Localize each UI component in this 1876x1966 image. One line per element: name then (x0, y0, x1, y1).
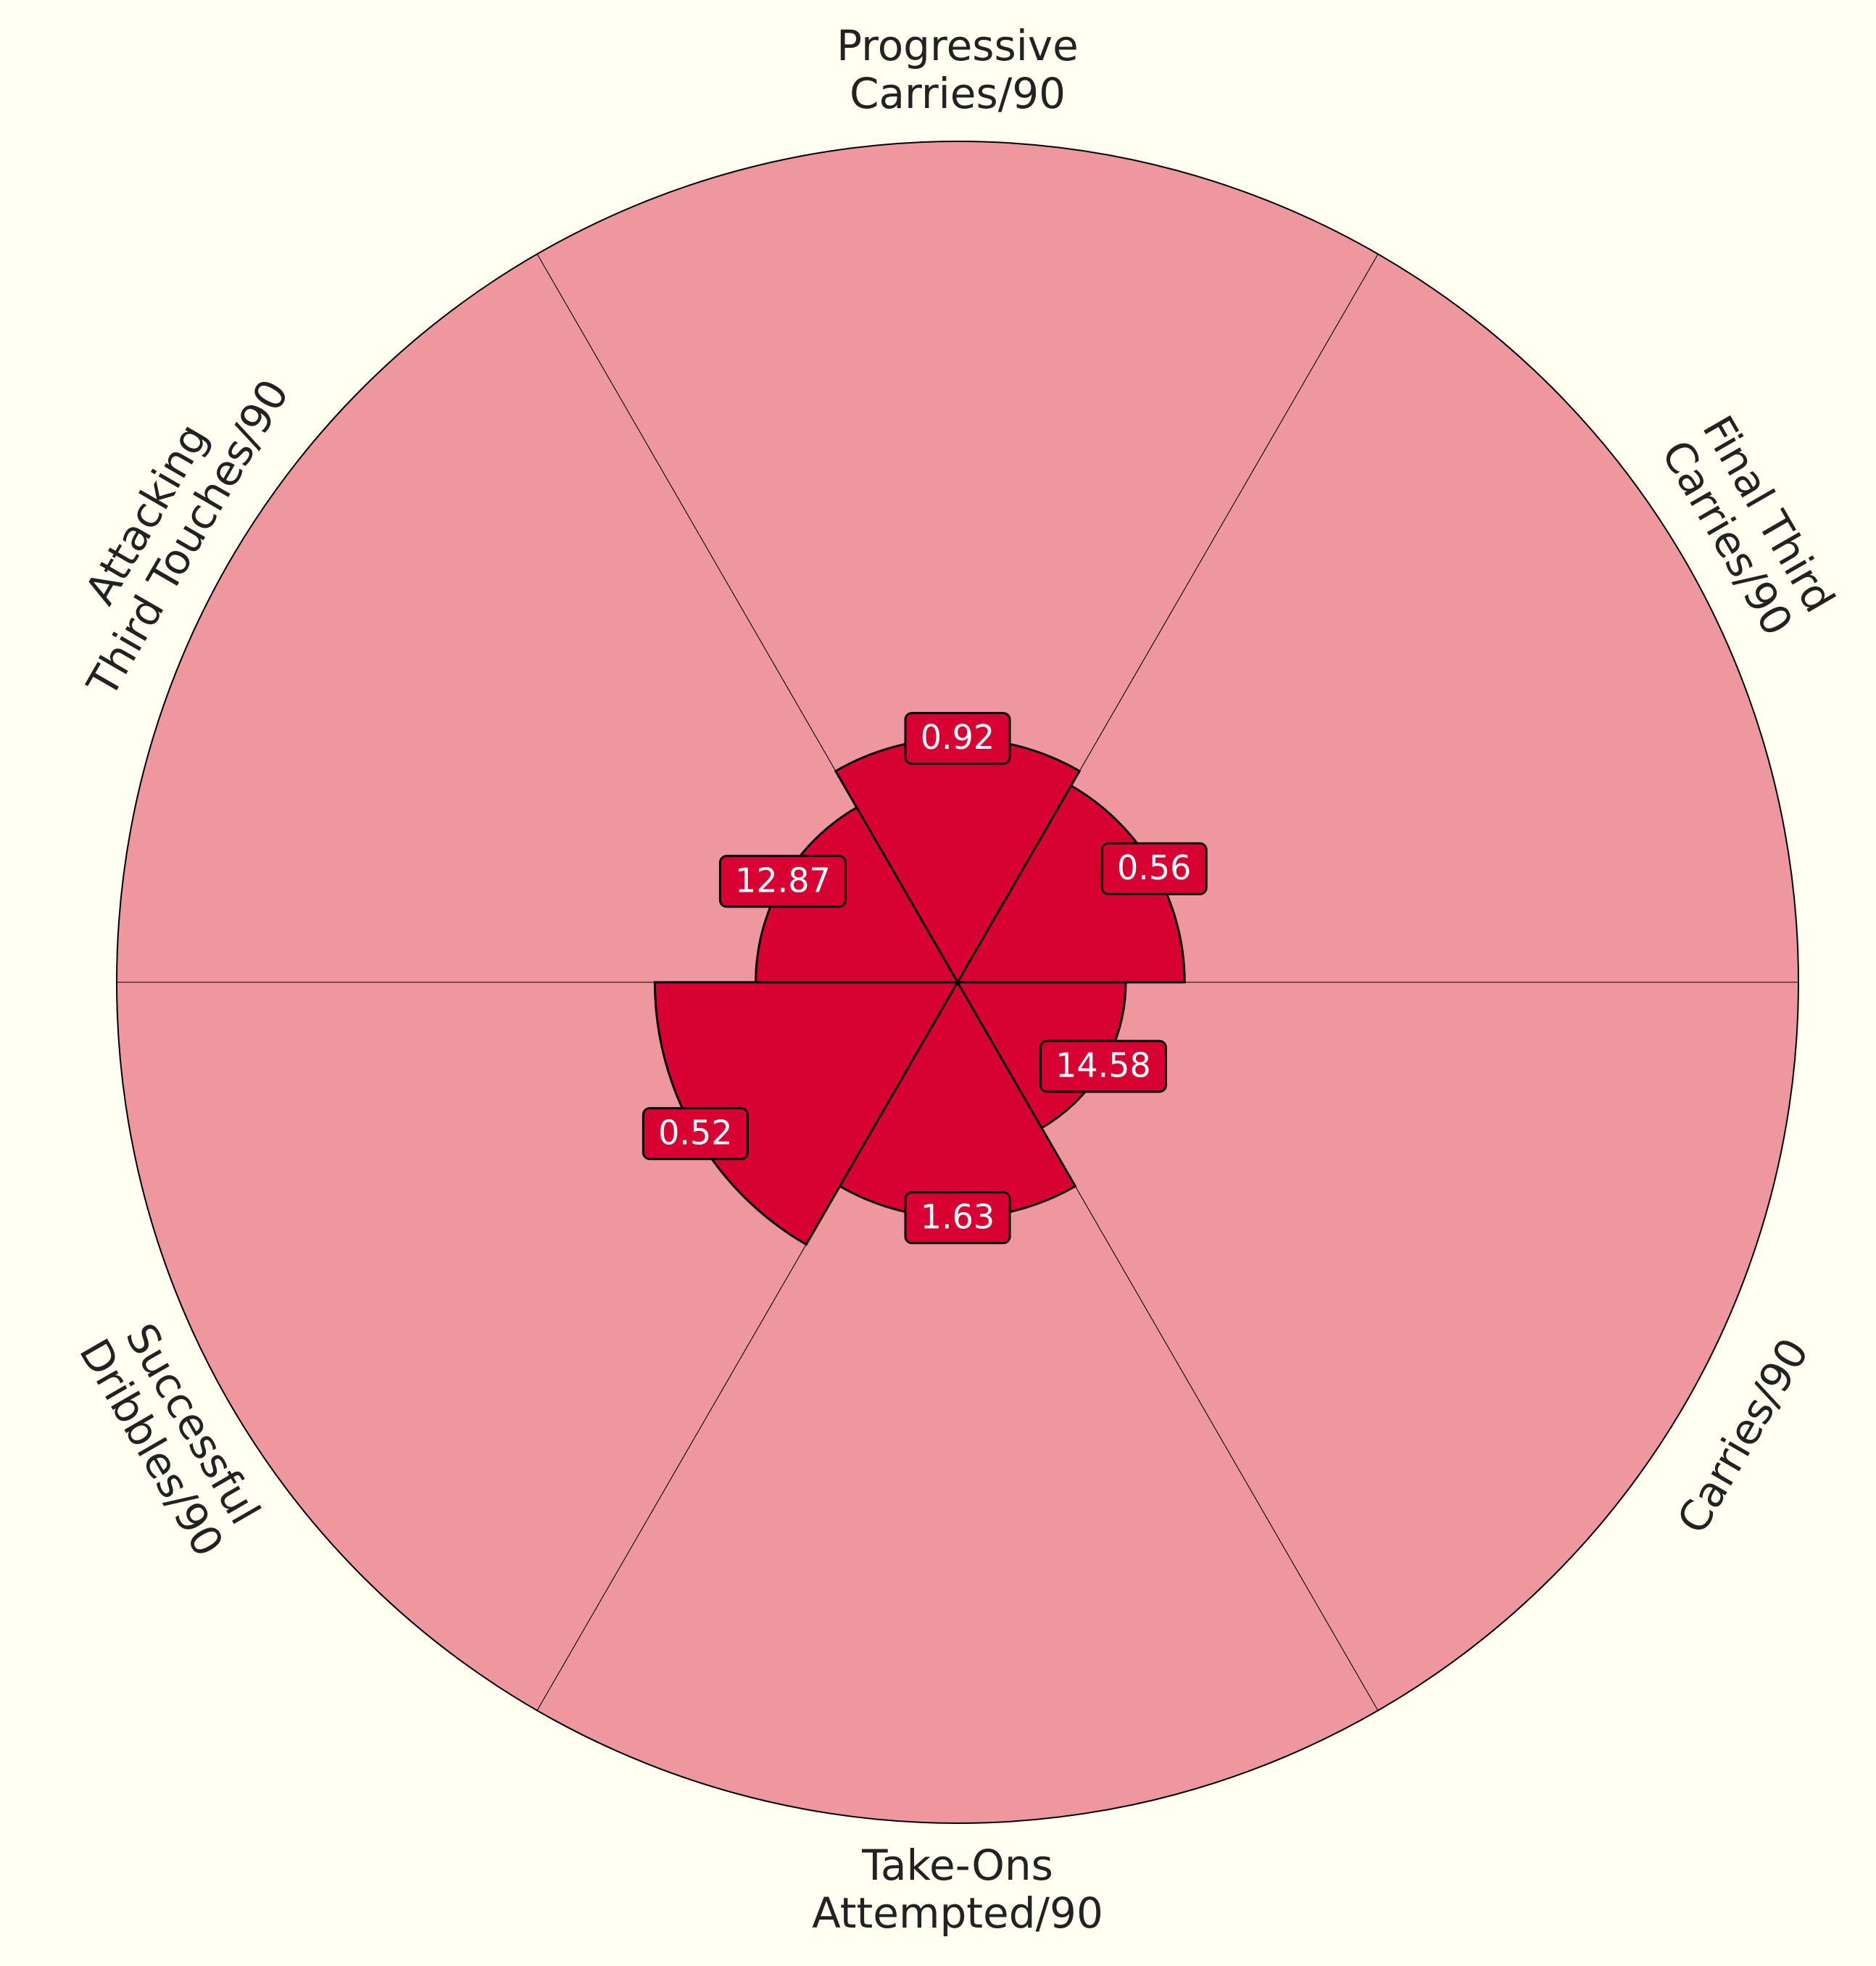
slice-2-category-label: Progressive Carries/90 (837, 21, 1079, 118)
slice-5-category-label: Take-Ons Attempted/90 (812, 1841, 1103, 1938)
slice-2-value-text: 0.92 (921, 718, 995, 757)
value-labels: 0.56 0.92 12.87 0.52 1.63 14.58 (642, 712, 1208, 1245)
slice-3-value-label: 12.87 (718, 855, 847, 908)
value-slices (653, 737, 1186, 1246)
slice-2-category-label-line: Progressive (837, 21, 1079, 70)
slice-5-value-label: 1.63 (904, 1191, 1011, 1245)
slice-2-value-box (904, 712, 1011, 766)
slice-3-value-box (718, 855, 847, 908)
slice-4-value-box (642, 1107, 749, 1161)
slice-3-value-text: 12.87 (735, 860, 831, 900)
slice-5-category-label-line: Take-Ons (861, 1841, 1053, 1890)
background-slices (116, 141, 1799, 1824)
slice-5-value-text: 1.63 (921, 1197, 995, 1236)
slice-6-value-label: 14.58 (1039, 1040, 1167, 1093)
slice-6-value-box (1039, 1040, 1167, 1093)
slice-6-value-text: 14.58 (1055, 1046, 1151, 1085)
slice-1-value-label: 0.56 (1100, 842, 1208, 895)
slice-1-value-box (1100, 842, 1208, 895)
slice-1-value-text: 0.56 (1117, 848, 1191, 887)
slice-5-value-box (904, 1191, 1011, 1245)
slice-5-category-label-line: Attempted/90 (812, 1888, 1103, 1938)
outer-circle (116, 141, 1799, 1824)
slice-2-category-label-line: Carries/90 (850, 69, 1066, 118)
slice-4-value-label: 0.52 (642, 1107, 749, 1161)
slice-4-value-text: 0.52 (658, 1113, 732, 1152)
slice-2-value-label: 0.92 (904, 712, 1011, 766)
